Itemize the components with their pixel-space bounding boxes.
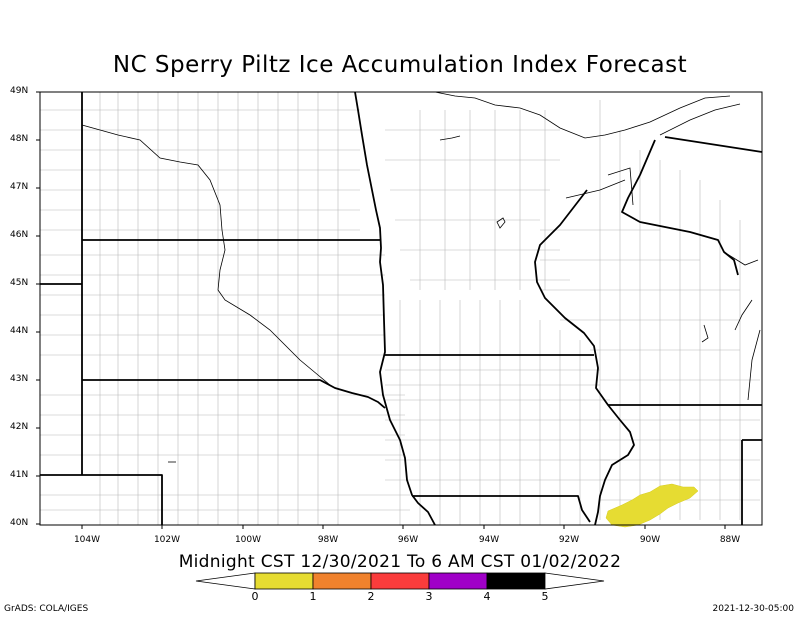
water-features: [81, 91, 761, 463]
ice-area-index-0-1: [605, 483, 699, 528]
colorbar-tick-label: 4: [483, 590, 491, 603]
lon-label: 92W: [558, 535, 580, 545]
lat-label: 42N: [10, 422, 29, 432]
lon-ticks: [81, 525, 726, 529]
colorbar-tick-label: 3: [425, 590, 433, 603]
lat-label: 47N: [10, 182, 29, 192]
lon-label: 98W: [317, 535, 339, 545]
lon-label: 88W: [719, 535, 741, 545]
colorbar-swatch-0-1: [254, 572, 314, 590]
lat-label: 49N: [10, 86, 29, 96]
lon-label: 100W: [234, 535, 262, 545]
lat-label: 45N: [10, 278, 29, 288]
lat-label: 41N: [10, 470, 29, 480]
colorbar-swatch-2-3: [370, 572, 430, 590]
grads-credit: GrADS: COLA/IGES: [4, 604, 89, 614]
colorbar-tick-label: 1: [309, 590, 317, 603]
lon-label: 94W: [478, 535, 500, 545]
lon-label: 96W: [397, 535, 419, 545]
colorbar: [195, 572, 605, 590]
colorbar-swatch-1-2: [312, 572, 372, 590]
lat-label: 44N: [10, 326, 29, 336]
map-frame: [39, 91, 763, 526]
map-title: NC Sperry Piltz Ice Accumulation Index F…: [112, 52, 688, 78]
colorbar-swatch-3-4: [428, 572, 488, 590]
lat-label: 40N: [10, 518, 29, 528]
lat-label: 46N: [10, 230, 29, 240]
colorbar-swatch-4-5: [486, 572, 546, 590]
county-grid: [40, 92, 760, 525]
issue-timestamp: 2021-12-30-05:00: [712, 604, 795, 614]
valid-period-subtitle: Midnight CST 12/30/2021 To 6 AM CST 01/0…: [178, 552, 622, 572]
colorbar-tick-label: 0: [251, 590, 259, 603]
lon-label: 90W: [639, 535, 661, 545]
colorbar-tick-label: 2: [367, 590, 375, 603]
lat-label: 48N: [10, 134, 29, 144]
lat-label: 43N: [10, 374, 29, 384]
state-borders: [40, 91, 763, 526]
lon-label: 102W: [153, 535, 181, 545]
lon-label: 104W: [73, 535, 101, 545]
lat-ticks: [36, 91, 40, 525]
colorbar-tick-label: 5: [541, 590, 549, 603]
